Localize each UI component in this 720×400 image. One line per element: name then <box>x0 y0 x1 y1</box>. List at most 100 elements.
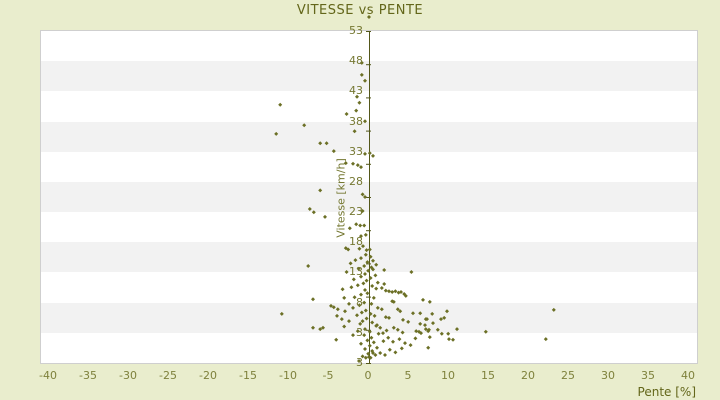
data-point <box>344 270 349 275</box>
data-point <box>383 315 388 320</box>
data-point <box>355 163 360 168</box>
data-point <box>430 311 435 316</box>
data-point <box>331 149 336 154</box>
data-point <box>399 346 404 351</box>
y-tick-label: 18 <box>349 235 363 249</box>
data-point <box>423 317 428 322</box>
y-tick-label: 13 <box>349 265 363 279</box>
data-point <box>363 308 368 313</box>
data-point <box>278 102 283 107</box>
data-point <box>302 123 307 128</box>
data-point <box>451 337 455 342</box>
data-point <box>427 335 432 340</box>
data-point <box>361 281 366 286</box>
data-point <box>395 327 400 332</box>
data-point <box>367 329 372 334</box>
x-tick-label: -35 <box>79 369 97 382</box>
data-point <box>439 317 443 322</box>
data-point <box>331 305 336 310</box>
data-point <box>393 289 398 294</box>
data-point <box>371 267 375 272</box>
data-point <box>359 165 363 170</box>
data-point <box>445 309 449 314</box>
data-point <box>375 305 380 310</box>
data-point <box>311 210 316 215</box>
data-point <box>391 325 396 330</box>
data-point <box>365 260 370 265</box>
data-point <box>274 131 279 136</box>
x-tick-label: 40 <box>681 369 695 382</box>
data-point <box>408 343 413 348</box>
data-point <box>365 338 370 343</box>
data-point <box>483 329 488 334</box>
data-point <box>352 129 357 134</box>
data-point <box>406 319 411 324</box>
x-tick-label: 10 <box>441 369 455 382</box>
data-point <box>398 309 403 314</box>
y-tick-label: 8 <box>356 295 363 309</box>
data-point <box>431 321 435 326</box>
data-point <box>386 335 391 340</box>
data-point <box>360 208 365 213</box>
data-point <box>362 333 367 338</box>
data-point <box>423 323 427 328</box>
data-point <box>355 329 360 334</box>
data-point <box>379 307 384 312</box>
data-point <box>369 335 374 340</box>
data-point <box>374 262 379 267</box>
data-point <box>363 78 367 83</box>
data-point <box>342 324 347 329</box>
data-point <box>355 313 359 318</box>
data-point <box>423 327 428 332</box>
data-point <box>381 339 386 344</box>
data-point <box>375 345 379 350</box>
x-tick-label: 0 <box>364 369 372 382</box>
data-point <box>347 301 351 306</box>
data-point <box>368 355 373 360</box>
data-point <box>446 331 451 336</box>
data-point <box>426 345 431 350</box>
x-tick-label: 15 <box>481 369 495 382</box>
data-point <box>321 325 325 330</box>
data-point <box>318 188 323 193</box>
data-point <box>370 283 375 288</box>
data-point <box>334 337 339 342</box>
data-point <box>371 258 375 263</box>
y-tick-label: 38 <box>349 114 363 128</box>
data-point <box>307 206 312 211</box>
data-point <box>360 354 365 359</box>
data-point <box>455 327 459 332</box>
x-tick-label: -40 <box>39 369 57 382</box>
data-point <box>351 161 355 166</box>
data-point <box>360 319 365 324</box>
data-point <box>373 273 378 278</box>
data-point <box>348 261 353 266</box>
data-point <box>343 161 348 166</box>
data-point <box>401 317 405 322</box>
data-point <box>362 264 367 269</box>
data-point <box>427 299 432 304</box>
y-tick-label: 43 <box>349 84 363 98</box>
data-point <box>357 359 361 364</box>
data-point <box>356 266 361 271</box>
data-point <box>371 295 376 300</box>
data-point <box>360 192 365 197</box>
data-point <box>343 309 347 314</box>
data-point <box>387 347 392 352</box>
data-point <box>421 297 425 302</box>
y-tick-label: 3 <box>356 325 363 339</box>
data-point <box>363 347 367 352</box>
data-point <box>362 300 367 305</box>
data-point <box>343 246 348 251</box>
data-point <box>367 15 371 20</box>
y-tick-label: 33 <box>349 144 363 158</box>
data-point <box>363 119 367 124</box>
data-point <box>358 223 363 228</box>
data-point <box>375 280 380 285</box>
y-tick-label: 23 <box>349 205 363 219</box>
data-point <box>279 311 284 316</box>
data-point <box>384 328 389 333</box>
data-point <box>419 331 423 336</box>
x-tick-label: -25 <box>159 369 177 382</box>
